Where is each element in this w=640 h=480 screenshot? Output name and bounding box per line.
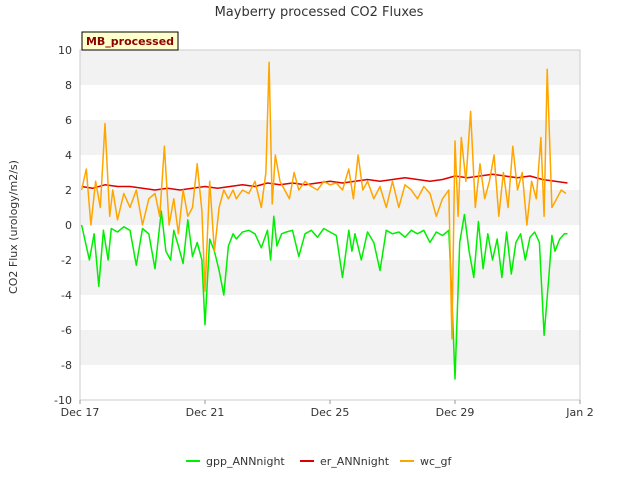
y-tick-label: -6 <box>61 324 72 337</box>
grid-bands <box>80 50 580 400</box>
y-tick-label: 10 <box>58 44 72 57</box>
y-tick-label: -2 <box>61 254 72 267</box>
dataset-badge-label: MB_processed <box>86 35 174 48</box>
y-axis-label: CO2 Flux (urology/m2/s) <box>7 160 20 294</box>
x-tick-label: Dec 17 <box>61 406 100 419</box>
chart-title: Mayberry processed CO2 Fluxes <box>215 5 424 20</box>
x-axis-ticks: Dec 17 Dec 21 Dec 25 Dec 29 Jan 2 <box>61 400 594 419</box>
x-tick-label: Dec 21 <box>186 406 225 419</box>
grid-band <box>80 365 580 400</box>
grid-band <box>80 85 580 120</box>
x-tick-label: Jan 2 <box>565 406 593 419</box>
y-axis-ticks: -10 -8 -6 -4 -2 0 2 4 6 8 10 <box>54 44 72 407</box>
y-tick-label: 4 <box>65 149 72 162</box>
grid-band <box>80 295 580 330</box>
legend: gpp_ANNnight er_ANNnight wc_gf <box>186 455 453 468</box>
x-tick-label: Dec 25 <box>311 406 350 419</box>
legend-label-wc_gf: wc_gf <box>420 455 453 468</box>
dataset-badge: MB_processed <box>81 31 179 51</box>
grid-band <box>80 120 580 155</box>
grid-band <box>80 330 580 365</box>
series-line-wc_gf <box>80 61 567 340</box>
x-tick-label: Dec 29 <box>436 406 475 419</box>
grid-band <box>80 50 580 85</box>
grid-band <box>80 260 580 295</box>
y-tick-label: -8 <box>61 359 72 372</box>
y-tick-label: 8 <box>65 79 72 92</box>
legend-label-gpp_ANNnight: gpp_ANNnight <box>206 455 285 468</box>
y-tick-label: -4 <box>61 289 72 302</box>
series-layer <box>80 61 568 380</box>
y-tick-label: 2 <box>65 184 72 197</box>
y-tick-label: -10 <box>54 394 72 407</box>
series-line-gpp_ANNnight <box>80 210 568 380</box>
y-tick-label: 6 <box>65 114 72 127</box>
legend-label-er_ANNnight: er_ANNnight <box>320 455 390 468</box>
y-tick-label: 0 <box>65 219 72 232</box>
